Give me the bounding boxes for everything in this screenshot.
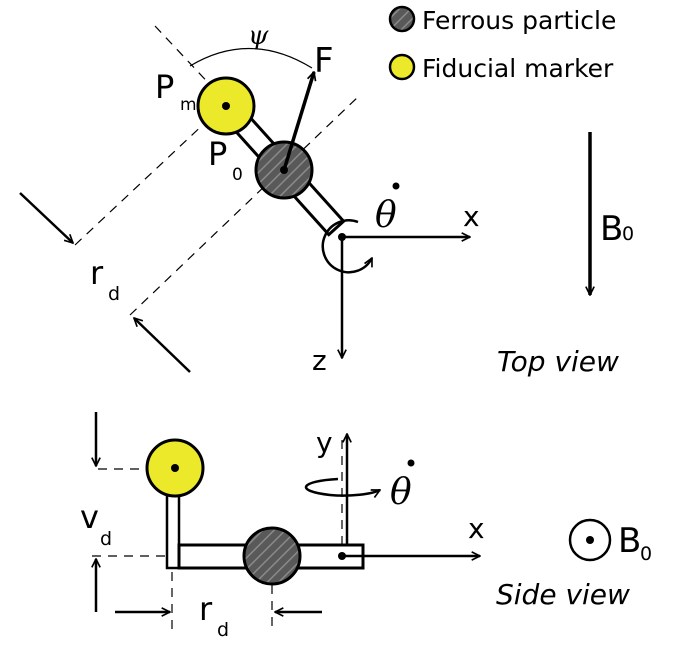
legend-ferrous-swatch [388,5,416,33]
side-post [165,488,181,570]
b0-subscript-top: 0 [622,223,634,245]
side-y-label: y [316,426,333,459]
top-view: ψ F P m P 0 θ x z r d B 0 Top view [19,21,634,378]
top-rotation-arrow [321,219,374,274]
b0-subscript-side: 0 [640,543,652,565]
theta-dot-label-top: θ [375,195,397,236]
legend-ferrous-label: Ferrous particle [422,6,616,35]
pm-label: P [155,68,174,106]
top-x-label: x [463,200,480,233]
rd-label-side: r [199,590,213,628]
vd-subscript: d [100,528,112,550]
b0-out-of-page-dot [586,536,594,544]
psi-label: ψ [248,21,269,51]
legend-fiducial-swatch [388,53,416,81]
rd-subscript-top: d [108,283,120,305]
pm-subscript: m [180,95,197,115]
psi-arc [189,47,313,69]
dashed-guide-3 [129,94,361,316]
side-rotation-arrow [305,477,380,496]
vd-label: v [80,498,99,536]
top-view-caption: Top view [497,345,619,378]
rd-arrow-upper [19,192,73,243]
top-fiducial-center [222,102,230,110]
legend: Ferrous particle Fiducial marker [388,5,616,83]
dashed-guide-2 [74,103,226,246]
top-z-label: z [312,344,327,377]
rd-subscript-side: d [217,619,229,641]
legend-fiducial-label: Fiducial marker [422,54,614,83]
side-view-caption: Side view [496,578,630,611]
rd-label-top: r [90,254,104,292]
theta-dot-label-side: θ [390,472,412,513]
side-fiducial-center [171,464,179,472]
side-x-label: x [468,512,485,545]
side-ferrous-particle [242,526,302,586]
force-label: F [314,41,334,81]
p0-label: P [208,135,227,173]
p0-subscript: 0 [232,165,243,185]
b0-label-top: B [600,209,623,249]
theta-dot-mark-top [392,182,400,190]
theta-dot-mark-side [407,459,415,467]
b0-label-side: B [618,521,641,561]
side-view: y x θ v d r d B 0 Side view [80,412,652,641]
force-arrow [282,72,314,171]
rd-arrow-lower [134,318,191,373]
